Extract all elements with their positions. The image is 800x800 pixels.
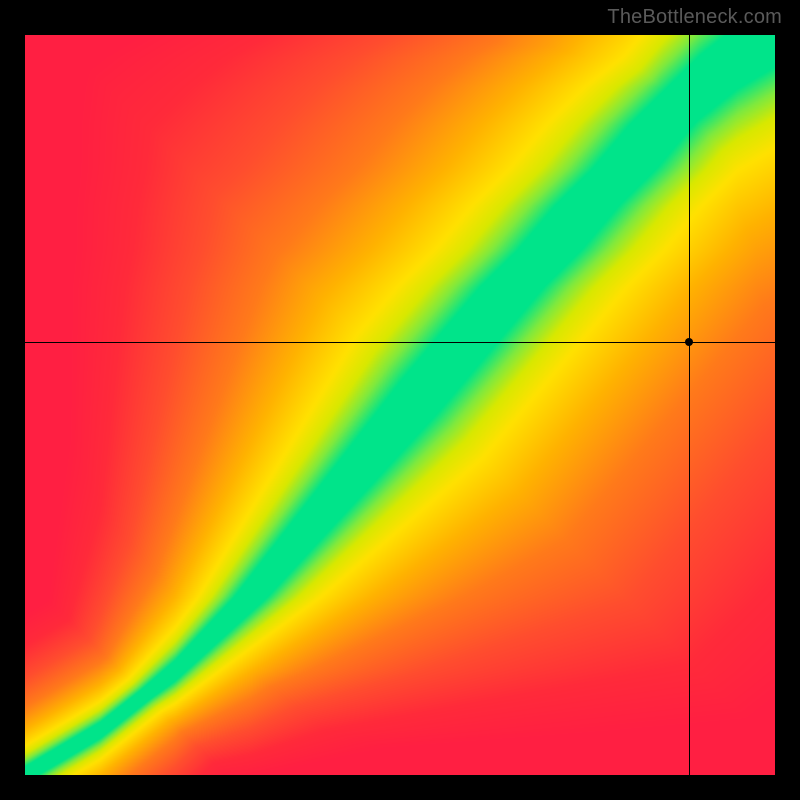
heatmap-canvas — [25, 35, 775, 775]
plot-area — [25, 35, 775, 775]
crosshair-horizontal — [25, 342, 775, 343]
attribution-text[interactable]: TheBottleneck.com — [607, 6, 782, 29]
crosshair-vertical — [689, 35, 690, 775]
chart-container: TheBottleneck.com — [0, 0, 800, 800]
crosshair-marker — [685, 338, 693, 346]
